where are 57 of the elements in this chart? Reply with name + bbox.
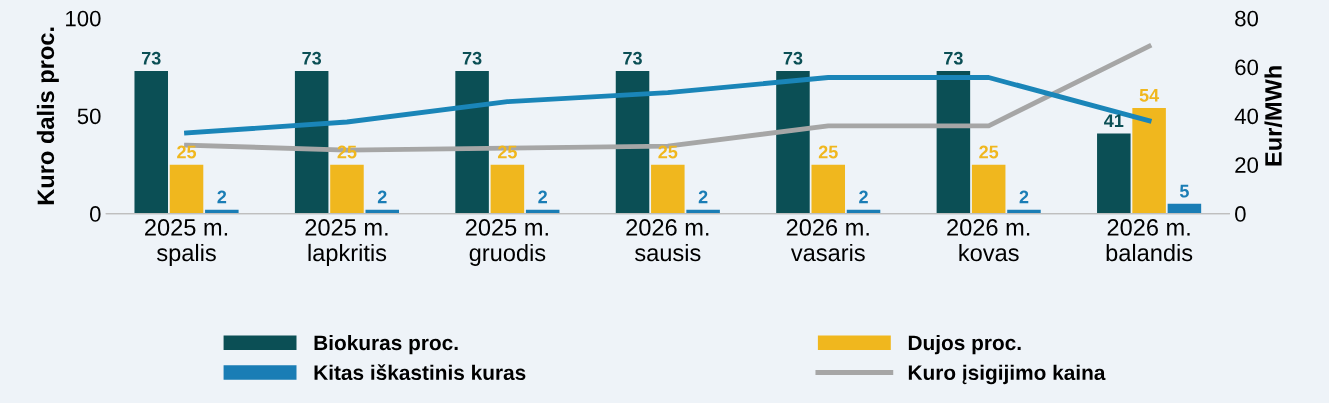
x-tick-label: 2025 m. gruodis: [465, 219, 548, 266]
bar: [455, 70, 489, 214]
bar: [615, 70, 650, 214]
data-label: 2: [1019, 190, 1029, 204]
data-label: 73: [783, 51, 803, 65]
data-label: 25: [177, 145, 197, 159]
y-axis-title: Kuro dalis proc.: [36, 27, 59, 205]
data-label: 2: [538, 190, 547, 204]
bar: [971, 164, 1006, 214]
bar: [134, 70, 169, 214]
x-tick-label: 2025 m. spalis: [145, 219, 228, 266]
data-label: 54: [1139, 89, 1160, 102]
legend-label: Dujos proc.: [908, 334, 1021, 355]
bar: [330, 164, 364, 214]
x-tick-label: 2026 m. vasaris: [786, 219, 869, 262]
data-label: 25: [497, 145, 517, 159]
x-tick-label: 2026 m. sausis: [626, 219, 709, 262]
data-label: 73: [462, 51, 482, 65]
data-label: 25: [818, 145, 838, 159]
bar: [1167, 203, 1202, 214]
x-tick-label: 2025 m. lapkritis: [305, 219, 388, 266]
data-label: 25: [979, 145, 999, 159]
data-label: 25: [337, 145, 357, 159]
y-tick-label: 100: [66, 10, 101, 27]
y2-tick-label: 80: [1235, 10, 1259, 27]
y2-tick-label: 20: [1235, 157, 1259, 173]
data-label: 2: [698, 190, 708, 204]
bar: [1132, 108, 1166, 214]
bar: [936, 70, 971, 214]
bar: [294, 70, 329, 214]
y2-tick-label: 60: [1235, 59, 1259, 76]
bar: [776, 70, 810, 214]
bar: [169, 164, 204, 214]
bar: [811, 164, 846, 214]
bar: [1097, 133, 1131, 214]
bar: [490, 164, 525, 214]
data-label: 73: [623, 51, 642, 65]
y-tick-label: 50: [77, 108, 101, 125]
data-label: 25: [658, 145, 678, 159]
data-label: 41: [1104, 114, 1124, 127]
legend-label: Kuro įsigijimo kaina: [908, 364, 1106, 385]
legend-label: Biokuras proc.: [314, 334, 458, 355]
data-label: 5: [1179, 184, 1189, 198]
data-label: 73: [944, 51, 963, 65]
data-label: 2: [217, 190, 227, 204]
y2-tick-label: 40: [1234, 108, 1259, 125]
x-tick-label: 2026 m. balandis: [1106, 219, 1193, 262]
y2-axis-title: Eur/MWh: [1264, 66, 1283, 166]
x-tick-label: 2026 m. kovas: [947, 219, 1030, 262]
legend-label: Kitas iškastinis kuras: [314, 364, 526, 381]
bar: [651, 164, 685, 214]
data-label: 2: [859, 190, 868, 204]
data-label: 73: [141, 51, 161, 65]
data-label: 73: [302, 51, 322, 65]
y-tick-label: 0: [89, 206, 101, 222]
y2-tick-label: 0: [1235, 206, 1246, 222]
data-label: 2: [377, 190, 387, 204]
